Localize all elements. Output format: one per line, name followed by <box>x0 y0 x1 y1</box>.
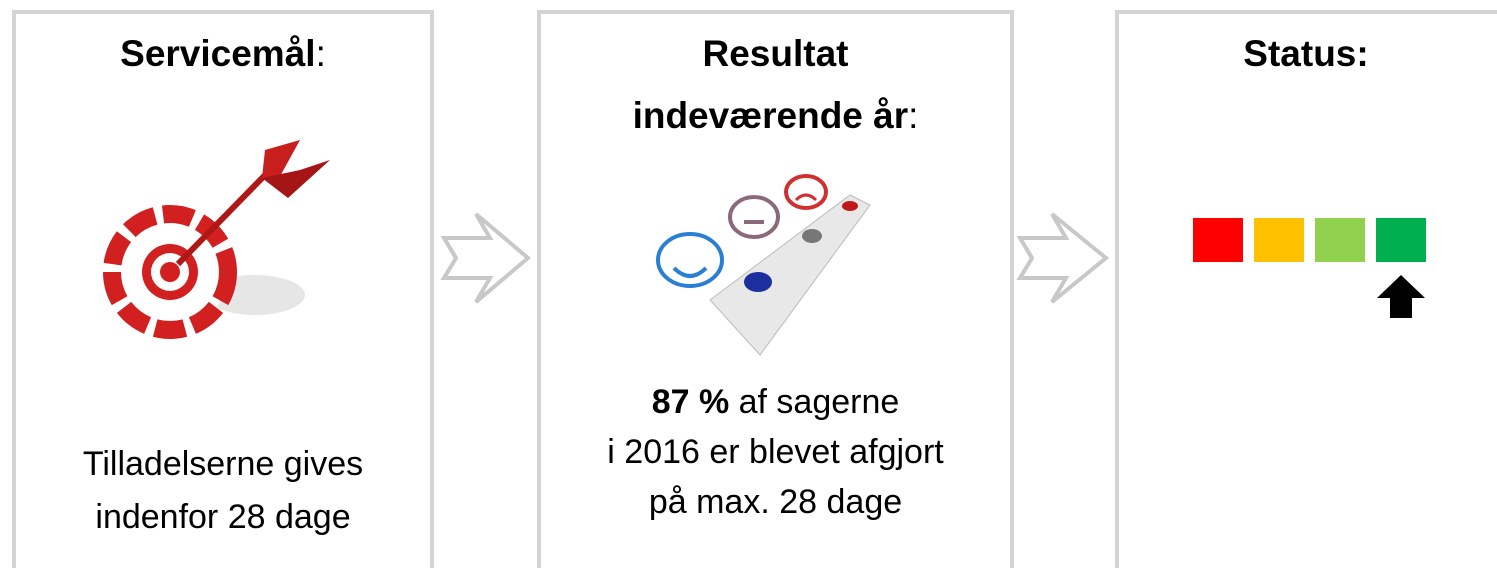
text: i 2016 er blevet afgjort <box>607 433 944 471</box>
text: Status: <box>1243 33 1369 74</box>
status-indicator <box>1377 275 1425 318</box>
title-line: Status: <box>1115 33 1497 75</box>
text: : <box>908 95 919 136</box>
text: Resultat <box>702 33 849 74</box>
title-line: indeværende år: <box>537 95 1014 137</box>
status-level <box>1376 218 1426 262</box>
smiley-illustration <box>656 174 871 356</box>
box <box>1115 10 1497 568</box>
body-line: Tilladelserne gives <box>12 445 434 484</box>
body-line: indenfor 28 dage <box>12 498 434 537</box>
text: indenfor 28 dage <box>95 498 351 536</box>
text: af sagerne <box>729 383 900 421</box>
text: Servicemål <box>120 33 316 74</box>
status-level <box>1315 218 1365 262</box>
body-line: på max. 28 dage <box>537 483 1014 522</box>
text: 87 % <box>651 383 730 421</box>
body-line: 87 % af sagerne <box>537 383 1014 422</box>
text: : <box>315 33 326 74</box>
body-line: i 2016 er blevet afgjort <box>537 433 1014 472</box>
title-line: Servicemål: <box>12 33 434 75</box>
status-level <box>1254 218 1304 262</box>
text: indeværende år <box>632 95 909 136</box>
text: Tilladelserne gives <box>82 445 364 483</box>
text: på max. 28 dage <box>648 483 903 521</box>
flow-arrow <box>440 212 1110 304</box>
target-illustration <box>103 140 330 339</box>
status-level <box>1193 218 1243 262</box>
title-line: Resultat <box>537 33 1014 75</box>
